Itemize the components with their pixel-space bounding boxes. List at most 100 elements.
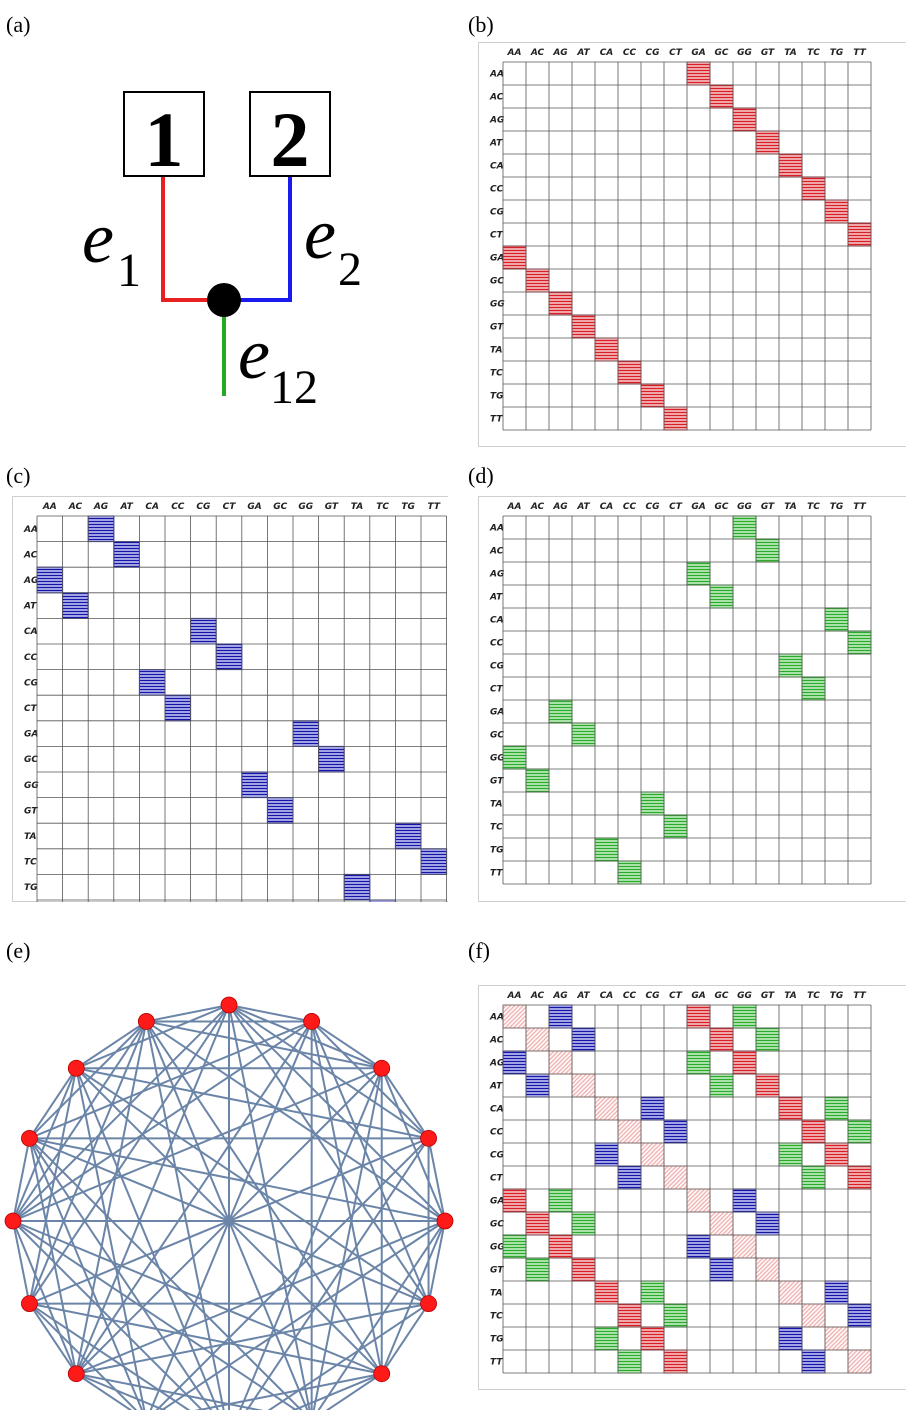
graph-edge bbox=[146, 1004, 230, 1023]
graph-edge bbox=[75, 1020, 313, 1375]
column-header: TT bbox=[853, 48, 866, 58]
matrix-cell-filled bbox=[686, 1004, 711, 1029]
matrix-cell-filled bbox=[755, 1211, 780, 1236]
row-header: TT bbox=[490, 415, 503, 425]
graph-edge bbox=[28, 1067, 78, 1139]
graph-edge bbox=[146, 1020, 382, 1070]
row-header: CT bbox=[490, 231, 504, 241]
column-header: AA bbox=[507, 502, 522, 512]
graph-node bbox=[373, 1365, 391, 1383]
column-header: TG bbox=[830, 991, 844, 1001]
matrix-cell-filled bbox=[686, 61, 711, 86]
row-header: GC bbox=[490, 731, 504, 741]
graph-edge bbox=[75, 1068, 146, 1410]
matrix-cell-filled bbox=[571, 722, 596, 747]
column-header: TG bbox=[830, 48, 844, 58]
matrix-cell-filled bbox=[502, 745, 527, 770]
column-header: AG bbox=[552, 991, 567, 1001]
edge-e1-label: e bbox=[82, 198, 114, 278]
row-header: CC bbox=[490, 1128, 504, 1138]
matrix-cell-filled bbox=[686, 561, 711, 586]
graph-edge bbox=[28, 1137, 213, 1410]
matrix-cell-filled bbox=[571, 314, 596, 339]
matrix-panel-b: AA AA AC AC AG AG AT AT CA CA CC CC CG CG CT CT GA GA GC GC… bbox=[478, 42, 906, 447]
matrix-cell-filled bbox=[686, 1188, 711, 1213]
column-header: TC bbox=[376, 502, 389, 512]
matrix-cell-filled bbox=[36, 566, 64, 594]
edge-e2-label: e bbox=[304, 194, 336, 274]
row-header: TG bbox=[490, 392, 504, 402]
graph-edge bbox=[28, 1302, 138, 1410]
matrix-cell-filled bbox=[778, 1142, 803, 1167]
column-header: CG bbox=[646, 991, 660, 1001]
column-header: AC bbox=[68, 502, 83, 512]
row-header: TA bbox=[490, 800, 502, 810]
row-header: AA bbox=[489, 524, 504, 534]
row-header: AT bbox=[489, 593, 503, 603]
graph-edge bbox=[12, 1138, 31, 1222]
graph-node bbox=[220, 996, 238, 1014]
row-header: GC bbox=[490, 277, 504, 287]
matrix-cell-filled bbox=[847, 1165, 872, 1190]
row-header: GT bbox=[490, 323, 504, 333]
row-header: GA bbox=[24, 730, 38, 740]
column-header: GT bbox=[761, 48, 775, 58]
matrix-cell-filled bbox=[847, 1303, 872, 1328]
column-header: AT bbox=[576, 48, 590, 58]
graph-edge bbox=[12, 1220, 78, 1375]
row-header: AC bbox=[23, 550, 38, 560]
matrix-cell-filled bbox=[502, 245, 527, 270]
matrix-cell-filled bbox=[594, 1280, 619, 1305]
row-header: GG bbox=[490, 754, 505, 764]
matrix-cell-filled bbox=[113, 541, 140, 568]
matrix-cell-filled bbox=[663, 1165, 688, 1190]
matrix-cell-filled bbox=[824, 1280, 849, 1305]
panel-label-d: (d) bbox=[468, 463, 494, 488]
row-header: GA bbox=[490, 708, 504, 718]
matrix-cell-filled bbox=[778, 153, 803, 178]
row-header: CC bbox=[490, 639, 504, 649]
matrix-cell-filled bbox=[732, 515, 757, 540]
column-header: AA bbox=[507, 48, 522, 58]
row-header: TC bbox=[490, 369, 503, 379]
leaf-2-box bbox=[249, 91, 331, 177]
graph-edge bbox=[380, 1067, 430, 1139]
matrix-cell-filled bbox=[709, 1027, 734, 1052]
matrix-cell-filled bbox=[824, 199, 849, 224]
column-header: CT bbox=[669, 991, 683, 1001]
row-header: GG bbox=[490, 1243, 505, 1253]
matrix-cell-filled bbox=[594, 1326, 619, 1351]
matrix-cell-filled bbox=[640, 791, 665, 816]
row-header: AG bbox=[489, 1059, 504, 1069]
graph-edge bbox=[76, 1372, 264, 1410]
edge-e12-subscript: 12 bbox=[270, 361, 318, 414]
graph-edge bbox=[325, 1372, 383, 1410]
edge-e12-letter: e bbox=[238, 314, 270, 394]
column-header: GA bbox=[691, 48, 705, 58]
matrix-cell-filled bbox=[525, 1257, 550, 1282]
matrix-panel-c: AA AA AC AC AG AG AT AT CA CA CC CC CG CG CT CT GA GA GC GC… bbox=[12, 496, 448, 902]
column-header: TA bbox=[784, 991, 796, 1001]
matrix-cell-filled bbox=[617, 1303, 642, 1328]
column-header: CC bbox=[623, 502, 637, 512]
row-header: TA bbox=[24, 832, 36, 842]
matrix-cell-filled bbox=[617, 1119, 642, 1144]
column-header: GC bbox=[273, 502, 287, 512]
matrix-cell-filled bbox=[778, 1280, 803, 1305]
matrix-cell-filled bbox=[640, 1326, 665, 1351]
row-header: CG bbox=[24, 678, 38, 688]
matrix-cell-filled bbox=[824, 1096, 849, 1121]
row-header: GC bbox=[490, 1220, 504, 1230]
column-header: TT bbox=[428, 502, 441, 512]
matrix-cell-filled bbox=[640, 1142, 665, 1167]
matrix-cell-filled bbox=[732, 1050, 757, 1075]
matrix-cell-filled bbox=[778, 1096, 803, 1121]
matrix-cell-filled bbox=[594, 1142, 619, 1167]
edge-e12-label: e bbox=[238, 314, 270, 394]
row-header: TG bbox=[24, 883, 38, 893]
row-header: GT bbox=[490, 777, 504, 787]
matrix-cell-filled bbox=[686, 1234, 711, 1259]
row-header: GA bbox=[490, 254, 504, 264]
matrix-cell-filled bbox=[709, 584, 734, 609]
graph-node bbox=[67, 1365, 85, 1383]
